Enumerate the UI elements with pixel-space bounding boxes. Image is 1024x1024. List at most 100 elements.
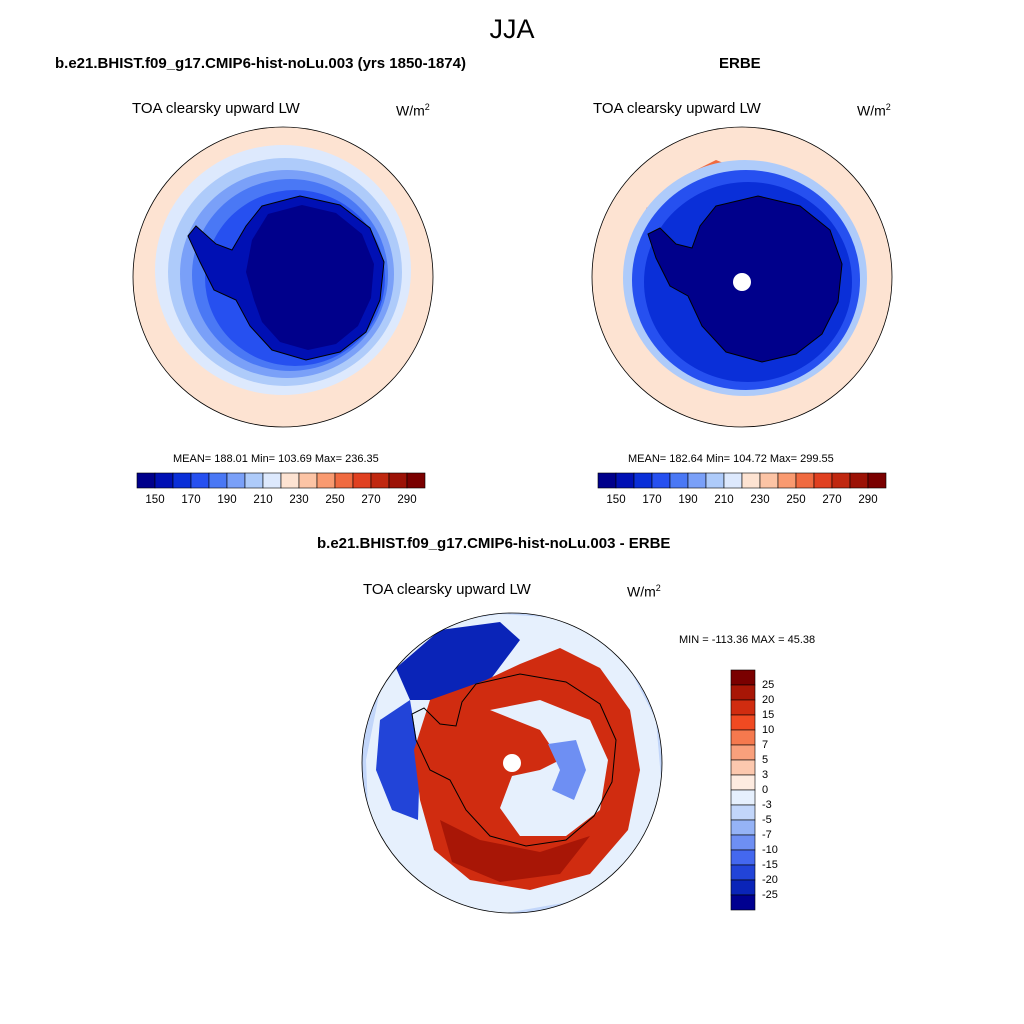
map3-red-ring	[414, 648, 640, 890]
colorbar1-swatch	[172, 472, 192, 489]
colorbar2-swatch	[795, 472, 815, 489]
panel3-title: b.e21.BHIST.f09_g17.CMIP6-hist-noLu.003 …	[317, 535, 671, 552]
colorbar1-tick: 170	[181, 494, 201, 506]
panel2-stats: MEAN= 182.64 Min= 104.72 Max= 299.55	[628, 453, 834, 465]
panel1-units: W/m2	[396, 102, 430, 119]
map1-border	[132, 126, 434, 428]
colorbar1-swatch	[334, 472, 354, 489]
colorbar3-tick: -15	[762, 859, 778, 871]
colorbar2-swatch	[687, 472, 707, 489]
colorbar2-swatch	[741, 472, 761, 489]
map3-coastline	[411, 673, 617, 847]
colorbar1-swatch	[406, 472, 426, 489]
colorbar3-swatch	[730, 669, 756, 686]
panel3-units: W/m2	[627, 583, 661, 600]
colorbar3-tick: 20	[762, 694, 775, 706]
colorbar3-swatch	[730, 879, 756, 896]
figure-title: JJA	[489, 14, 535, 44]
colorbar3-tick: 10	[762, 724, 775, 736]
colorbar2-swatch	[759, 472, 779, 489]
colorbar1-swatch	[190, 472, 210, 489]
colorbar3-tick: -3	[762, 799, 772, 811]
colorbar1-swatch	[226, 472, 246, 489]
map-panel3	[362, 613, 662, 913]
colorbar3-swatch	[730, 759, 756, 776]
panel2-title: ERBE	[719, 55, 761, 72]
colorbar3-swatch	[730, 714, 756, 731]
colorbar3-tick: -7	[762, 829, 772, 841]
colorbar1-swatch	[280, 472, 300, 489]
map1-coastline	[187, 195, 385, 361]
colorbar2-tick: 190	[678, 494, 698, 506]
panel3-variable: TOA clearsky upward LW	[363, 581, 531, 598]
map3-pole-hole	[503, 754, 521, 772]
colorbar3-tick: -20	[762, 874, 778, 886]
colorbar1-tick: 210	[253, 494, 273, 506]
colorbar3-tick: 7	[762, 739, 769, 751]
colorbar2-swatch	[597, 472, 617, 489]
colorbar2-swatch	[813, 472, 833, 489]
colorbar1-swatch	[316, 472, 336, 489]
colorbar3-swatch	[730, 864, 756, 881]
colorbar3-tick: -25	[762, 889, 778, 901]
map2-pole-hole	[733, 273, 751, 291]
panel1-title: b.e21.BHIST.f09_g17.CMIP6-hist-noLu.003 …	[55, 55, 466, 72]
colorbar3-swatch	[730, 699, 756, 716]
map3-red-dark-south	[440, 820, 590, 882]
map3-blue-nw	[396, 622, 520, 700]
colorbar2-swatch	[669, 472, 689, 489]
colorbar1-tick: 150	[145, 494, 165, 506]
colorbar1-swatch	[154, 472, 174, 489]
colorbar3-swatch	[730, 774, 756, 791]
colorbar1-tick: 270	[361, 494, 381, 506]
colorbar1-swatch	[136, 472, 156, 489]
colorbar3-swatch	[730, 729, 756, 746]
colorbar1-swatch	[388, 472, 408, 489]
colorbar3-swatch	[730, 834, 756, 851]
colorbar3-swatch	[730, 849, 756, 866]
colorbar3-swatch	[730, 804, 756, 821]
colorbar2-tick: 290	[858, 494, 878, 506]
colorbar2-swatch	[849, 472, 869, 489]
panel1-variable: TOA clearsky upward LW	[132, 100, 300, 117]
colorbar2-swatch	[651, 472, 671, 489]
colorbar1-tick: 250	[325, 494, 345, 506]
colorbar2	[597, 472, 887, 489]
map-panel2	[592, 127, 892, 427]
colorbar3-tick: -10	[762, 844, 778, 856]
colorbar3	[730, 669, 756, 911]
colorbar1-tick: 190	[217, 494, 237, 506]
colorbar3-tick: 5	[762, 754, 769, 766]
panel3-stats: MIN = -113.36 MAX = 45.38	[679, 634, 816, 646]
map3-border	[361, 612, 663, 914]
colorbar2-tick: 250	[786, 494, 806, 506]
colorbar2-swatch	[705, 472, 725, 489]
map3-light-inner	[490, 700, 608, 836]
panel2-units: W/m2	[857, 102, 891, 119]
colorbar2-swatch	[615, 472, 635, 489]
colorbar2-swatch	[867, 472, 887, 489]
map-panel1	[133, 127, 433, 427]
colorbar3-swatch	[730, 894, 756, 911]
colorbar2-tick: 270	[822, 494, 842, 506]
colorbar1-swatch	[208, 472, 228, 489]
colorbar3-swatch	[730, 744, 756, 761]
colorbar3-tick: -5	[762, 814, 772, 826]
map3-blue-west	[376, 700, 420, 820]
colorbar2-tick: 150	[606, 494, 626, 506]
colorbar2-swatch	[723, 472, 743, 489]
map3-blue-inner	[548, 740, 586, 800]
colorbar3-tick: 25	[762, 679, 775, 691]
colorbar1-tick: 230	[289, 494, 309, 506]
map2-border	[591, 126, 893, 428]
colorbar2-swatch	[831, 472, 851, 489]
colorbar2-swatch	[633, 472, 653, 489]
colorbar3-swatch	[730, 819, 756, 836]
map1-antarctica-core	[246, 205, 374, 350]
colorbar2-tick: 230	[750, 494, 770, 506]
colorbar1	[136, 472, 426, 489]
colorbar1-swatch	[298, 472, 318, 489]
colorbar1-tick: 290	[397, 494, 417, 506]
colorbar2-swatch	[777, 472, 797, 489]
